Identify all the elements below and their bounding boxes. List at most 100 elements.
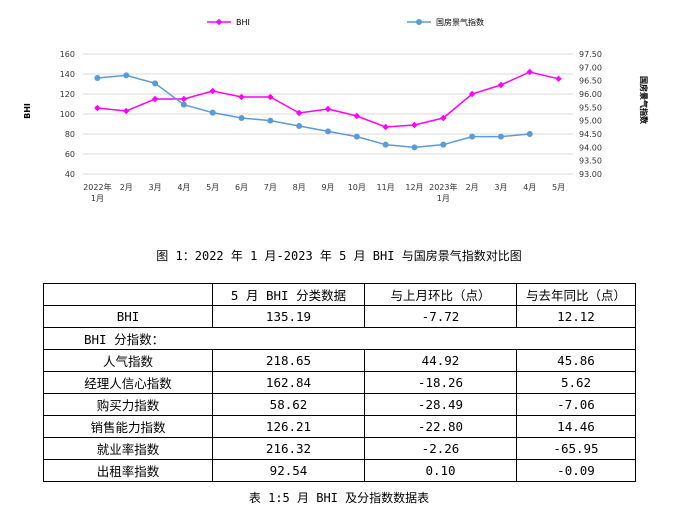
x-tick-label: 11月 (377, 183, 395, 192)
row-value: 216.32 (212, 437, 365, 460)
bhi-point (411, 121, 418, 129)
y2-tick-label: 93.00 (579, 170, 602, 179)
y2-tick-label: 95.00 (579, 117, 602, 126)
y2-tick-label: 93.50 (579, 157, 602, 166)
bhi-point (180, 95, 188, 103)
x-tick-label: 10月 (348, 183, 366, 192)
legend-marker (416, 19, 422, 25)
y2-tick-label: 96.00 (579, 90, 602, 99)
x-tick-label: 2月 (120, 183, 133, 192)
national-index-point (123, 72, 130, 79)
row-yoy: 12.12 (516, 305, 636, 328)
national-index-point (411, 144, 418, 151)
row-mom: 0.10 (364, 459, 517, 482)
table-header-mom: 与上月环比（点） (364, 283, 517, 306)
x-tick-label: 6月 (235, 183, 248, 192)
x-tick-label: 3月 (494, 183, 507, 192)
y-tick-label: 40 (65, 170, 75, 179)
x-tick-label: 2023年 1月 (429, 182, 457, 203)
table-section-row: BHI 分指数： (43, 327, 636, 350)
y2-tick-label: 97.50 (579, 50, 602, 59)
table-header-blank (43, 283, 213, 306)
national-index-point (152, 80, 159, 87)
bhi-point (324, 105, 332, 113)
x-tick-label: 9月 (321, 183, 334, 192)
row-value: 92.54 (212, 459, 365, 482)
y-axis-title: BHI (23, 103, 32, 119)
y-tick-label: 80 (65, 130, 75, 139)
national-index-point (440, 141, 447, 148)
national-index-point (469, 133, 476, 140)
national-index-point (180, 101, 187, 108)
y2-tick-label: 94.50 (579, 130, 602, 139)
row-label: 人气指数 (43, 349, 213, 372)
y-tick-label: 140 (60, 70, 75, 79)
row-mom: -28.49 (364, 393, 517, 416)
bhi-point (555, 75, 562, 83)
row-value: 126.21 (212, 415, 365, 438)
x-tick-label: 8月 (293, 183, 306, 192)
bhi-point (382, 123, 389, 131)
table-header-may-value: 5 月 BHI 分类数据 (212, 283, 365, 306)
row-label: 出租率指数 (43, 459, 213, 482)
row-yoy: -65.95 (516, 437, 636, 460)
y-tick-label: 120 (60, 90, 75, 99)
y2-tick-label: 94.00 (579, 143, 602, 152)
national-index-point (526, 131, 533, 137)
row-label: 销售能力指数 (43, 415, 213, 438)
national-index-point (382, 141, 389, 148)
row-mom: -18.26 (364, 371, 517, 394)
bhi-data-table: 5 月 BHI 分类数据 与上月环比（点） 与去年同比（点） BHI 135.1… (43, 283, 636, 482)
y2-tick-label: 97.00 (579, 63, 602, 72)
row-mom: -22.80 (364, 415, 517, 438)
x-tick-label: 5月 (552, 183, 565, 192)
bhi-point (123, 107, 130, 115)
table-row: 销售能力指数 126.21 -22.80 14.46 (43, 415, 636, 438)
bhi-point (238, 93, 245, 101)
table-row: 经理人信心指数 162.84 -18.26 5.62 (43, 371, 636, 394)
row-label: 就业率指数 (43, 437, 213, 460)
bhi-vs-national-index-chart: 40 60 80 100 120 140 160 93.00 93.50 94.00 94.50 95… (23, 17, 649, 203)
table-header-yoy: 与去年同比（点） (516, 283, 636, 306)
x-tick-label: 5月 (206, 183, 219, 192)
national-index-point (325, 128, 331, 135)
national-index-point (267, 117, 274, 124)
x-tick-label: 4月 (177, 183, 190, 192)
legend-marker (215, 18, 223, 26)
y2-tick-label: 96.50 (579, 77, 602, 86)
y-tick-label: 60 (65, 150, 75, 159)
national-index-point (209, 109, 216, 116)
national-index-point (238, 115, 245, 121)
row-yoy: -7.06 (516, 393, 636, 416)
row-yoy: 45.86 (516, 349, 636, 372)
bhi-point (440, 114, 447, 122)
table-row: 出租率指数 92.54 0.10 -0.09 (43, 459, 636, 482)
row-value: 218.65 (212, 349, 365, 372)
row-mom: -2.26 (364, 437, 517, 460)
bhi-point (526, 68, 533, 76)
table-row: BHI 135.19 -7.72 12.12 (43, 305, 636, 328)
series-line-national-index (97, 74, 530, 149)
national-index-point (497, 133, 504, 140)
x-tick-label: 2月 (466, 183, 479, 192)
section-label: BHI 分指数： (43, 327, 636, 350)
row-label: 经理人信心指数 (43, 371, 213, 394)
x-tick-label: 2022年 1月 (83, 182, 111, 203)
bhi-point (94, 104, 101, 112)
bhi-point (151, 95, 159, 103)
row-value: 135.19 (212, 305, 365, 328)
row-yoy: 5.62 (516, 371, 636, 394)
x-tick-label: 3月 (149, 183, 162, 192)
x-tick-label: 12月 (405, 183, 423, 192)
row-label: BHI (43, 305, 213, 328)
y2-axis-title: 国房景气指数 (639, 76, 649, 125)
national-index-point (94, 75, 101, 81)
table-row: 就业率指数 216.32 -2.26 -65.95 (43, 437, 636, 460)
legend-label: 国房景气指数 (436, 17, 484, 27)
table-caption: 表 1:5 月 BHI 及分指数数据表 (248, 491, 430, 505)
y2-tick-label: 95.50 (579, 103, 602, 112)
row-yoy: 14.46 (516, 415, 636, 438)
row-value: 162.84 (212, 371, 365, 394)
row-label: 购买力指数 (43, 393, 213, 416)
series-line-bhi (97, 71, 559, 128)
